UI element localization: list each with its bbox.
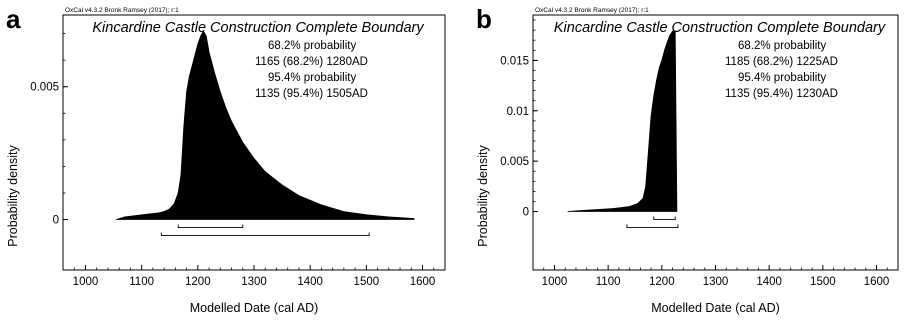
x-tick-label-a-2: 1200 (185, 276, 211, 288)
annotation-b-2: 95.4% probability (738, 72, 826, 84)
y-tick-label-b-2: 0.01 (507, 106, 529, 118)
y-axis-label-a: Probability density (6, 145, 20, 247)
annotation-a-2: 95.4% probability (268, 72, 356, 84)
x-tick-label-b-3: 1300 (703, 276, 729, 288)
x-tick-label-b-1: 1100 (596, 276, 621, 288)
range-bar-a-0 (177, 224, 244, 228)
x-tick-label-a-0: 1000 (73, 276, 99, 288)
panel-label-a: a (6, 4, 21, 34)
annotation-b-3: 1135 (95.4%) 1230AD (725, 88, 838, 100)
annotation-a-3: 1135 (95.4%) 1505AD (255, 88, 368, 100)
range-bar-b-0 (653, 216, 676, 220)
plot-frame-b (532, 14, 899, 271)
y-axis-label-b: Probability density (476, 145, 490, 247)
chart-panel-b: OxCal v4.3.2 Bronk Ramsey (2017); r:1 Kin… (476, 7, 899, 315)
x-tick-label-a-3: 1300 (241, 276, 267, 288)
annotation-a-1: 1165 (68.2%) 1280AD (255, 56, 368, 68)
y-tick-label-a-0: 0 (53, 215, 59, 227)
plot-frame-a (62, 14, 446, 271)
density-area-a (116, 30, 415, 220)
density-area-b (567, 30, 678, 212)
range-bar-b-1 (626, 224, 679, 228)
x-tick-label-a-6: 1600 (410, 276, 436, 288)
software-label-a: OxCal v4.3.2 Bronk Ramsey (2017); r:1 (65, 7, 179, 14)
panel-label-b: b (476, 4, 492, 34)
range-bar-a-1 (160, 232, 370, 236)
x-tick-label-b-0: 1000 (542, 276, 568, 288)
x-axis-label-a: Modelled Date (cal AD) (190, 301, 319, 315)
x-tick-label-b-6: 1600 (864, 276, 890, 288)
chart-title-a: Kincardine Castle Construction Complete … (92, 20, 424, 36)
annotation-b-0: 68.2% probability (738, 40, 826, 52)
y-tick-label-a-1: 0.005 (30, 82, 59, 94)
annotation-b-1: 1185 (68.2%) 1225AD (725, 56, 838, 68)
x-tick-label-b-2: 1200 (649, 276, 675, 288)
annotation-a-0: 68.2% probability (268, 40, 356, 52)
y-tick-label-b-1: 0.005 (500, 156, 529, 168)
x-tick-label-a-5: 1500 (354, 276, 380, 288)
software-label-b: OxCal v4.3.2 Bronk Ramsey (2017); r:1 (535, 7, 649, 14)
x-axis-label-b: Modelled Date (cal AD) (651, 301, 780, 315)
y-tick-label-b-0: 0 (523, 207, 529, 219)
x-tick-label-a-4: 1400 (297, 276, 323, 288)
chart-panel-a: OxCal v4.3.2 Bronk Ramsey (2017); r:1 Kin… (6, 7, 446, 315)
y-tick-label-b-3: 0.015 (500, 55, 529, 67)
x-tick-label-b-4: 1400 (756, 276, 782, 288)
chart-title-b: Kincardine Castle Construction Complete … (554, 20, 886, 36)
x-tick-label-b-5: 1500 (810, 276, 836, 288)
x-tick-label-a-1: 1100 (129, 276, 154, 288)
